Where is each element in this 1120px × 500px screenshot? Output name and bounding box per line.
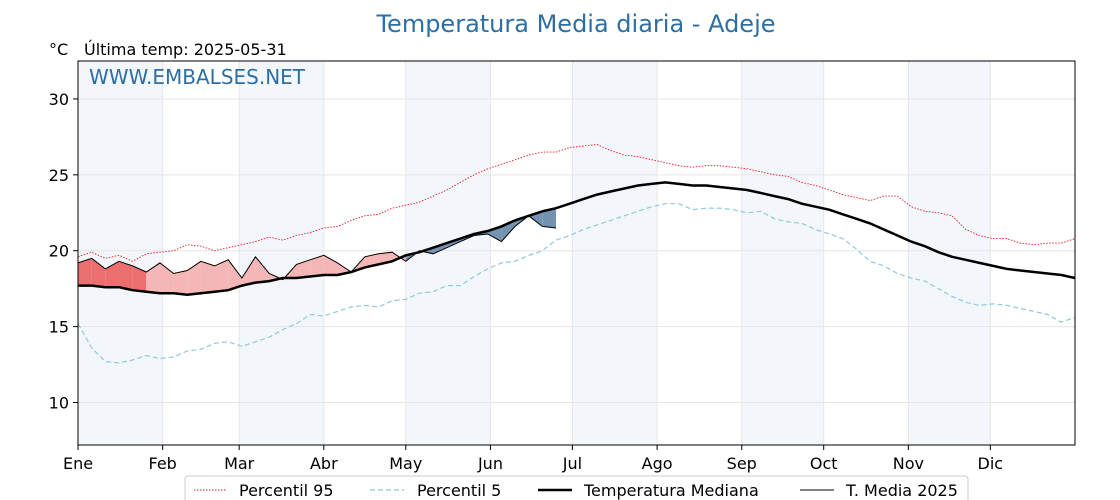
x-tick-label: Abr [310, 454, 338, 473]
x-tick-label: Nov [893, 454, 924, 473]
anomaly-fill-segment [433, 243, 447, 254]
anomaly-fill-segment [173, 270, 188, 295]
x-tick-label: Oct [810, 454, 838, 473]
series-line-median [78, 181, 1076, 296]
anomaly-fill-segment [78, 258, 92, 286]
legend-p95-label: Percentil 95 [239, 481, 334, 500]
y-axis: 10 15 20 25 30 [49, 90, 78, 413]
anomaly-fill-segment [323, 255, 338, 276]
plot-frame [77, 60, 1076, 446]
legend-box [184, 475, 969, 500]
x-tick-label: Ago [642, 454, 673, 473]
legend-median-label: Temperatura Mediana [583, 481, 759, 500]
x-tick-label: Jun [477, 454, 503, 473]
x-tick-label: Jul [562, 454, 582, 473]
anomaly-fill-segment [228, 259, 242, 291]
month-band [78, 61, 163, 445]
anomaly-fill-segment [146, 262, 160, 294]
legend: Percentil 95 Percentil 5 Temperatura Med… [184, 475, 969, 500]
y-tick-label: 15 [49, 318, 69, 337]
x-tick-label: Ene [63, 454, 93, 473]
legend-p5-label: Percentil 5 [417, 481, 501, 500]
y-tick-label: 20 [49, 242, 69, 261]
series-line-p95 [77, 144, 1076, 262]
anomaly-fill-segment [159, 262, 174, 294]
x-tick-label: May [389, 454, 422, 473]
anomaly-fill-segment [296, 259, 311, 279]
x-tick-label: Sep [727, 454, 757, 473]
month-band [908, 61, 991, 445]
month-band [239, 61, 324, 445]
month-bands [78, 61, 991, 445]
month-band [741, 61, 824, 445]
anomaly-fill-segment [132, 265, 147, 292]
x-tick-label: Mar [224, 454, 255, 473]
x-tick-label: Dic [978, 454, 1004, 473]
watermark: WWW.EMBALSES.NET [89, 65, 306, 89]
y-tick-label: 25 [49, 166, 69, 185]
series-lines [77, 144, 1076, 364]
anomaly-fill-segment [91, 258, 106, 288]
last-temp-label: Última temp: 2025-05-31 [84, 40, 287, 59]
anomaly-fill-segment [105, 261, 119, 288]
anomaly-fill-segment [200, 261, 215, 294]
anomaly-fill-segment [255, 256, 270, 283]
anomaly-fill-segment [241, 256, 256, 286]
anomaly-fill-segment [187, 261, 201, 295]
chart-title: Temperatura Media diaria - Adeje [375, 10, 775, 38]
anomaly-fill-segment [310, 255, 324, 277]
anomaly-fill-segment [542, 208, 557, 228]
anomaly-fill-segment [214, 259, 229, 292]
y-tick-label: 30 [49, 90, 69, 109]
x-tick-label: Feb [149, 454, 177, 473]
anomaly-fills [78, 208, 557, 295]
unit-label: °C [49, 40, 68, 59]
series-line-p5 [77, 203, 1076, 364]
legend-current-label: T. Media 2025 [845, 481, 958, 500]
series-line-2025 [77, 215, 557, 281]
x-axis: Ene Feb Mar Abr May Jun Jul Ago Sep Oct Nov Dic [63, 445, 1003, 473]
anomaly-fill-segment [118, 261, 133, 291]
y-tick-label: 10 [49, 394, 69, 413]
month-band [572, 61, 658, 445]
